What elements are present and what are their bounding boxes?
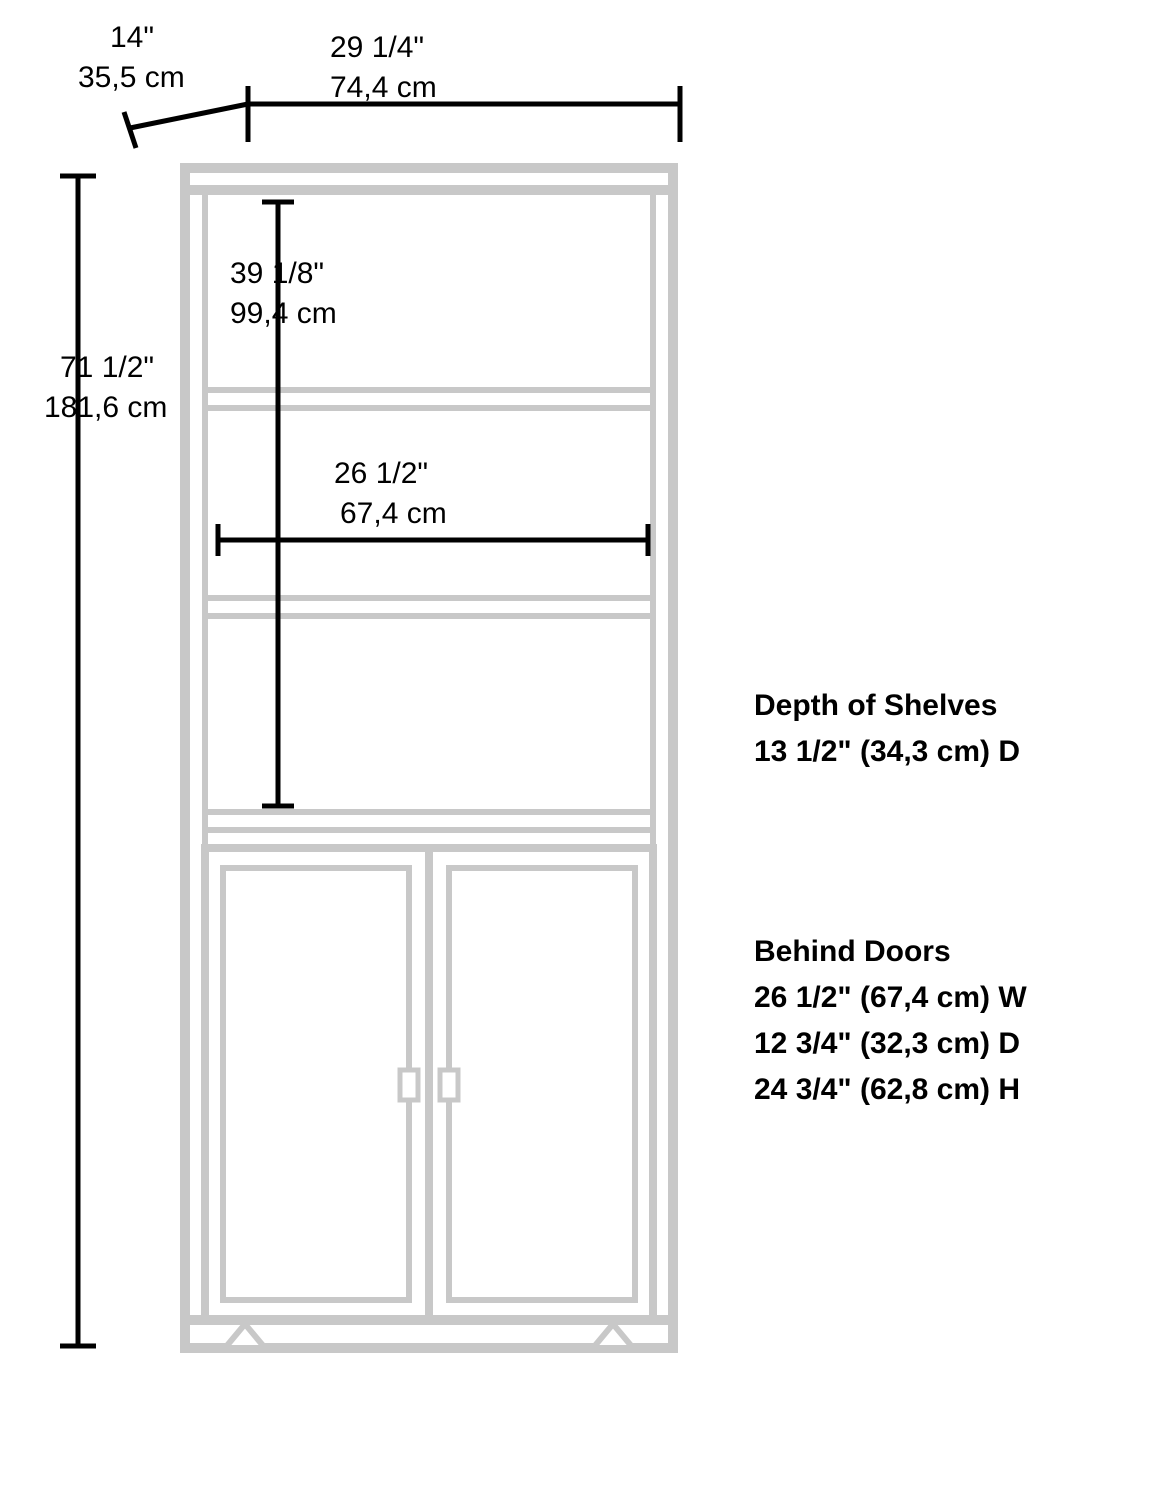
note-doors-d: 12 3/4" (32,3 cm) D	[754, 1024, 1020, 1065]
dim-inner-width-imperial: 26 1/2"	[334, 454, 428, 495]
dim-height-imperial: 71 1/2"	[60, 348, 154, 389]
dim-width-imperial: 29 1/4"	[330, 28, 424, 69]
diagram-stage: 14" 35,5 cm 29 1/4" 74,4 cm 71 1/2" 181,…	[0, 0, 1158, 1500]
note-shelves-title: Depth of Shelves	[754, 686, 997, 727]
dim-inner-height-metric: 99,4 cm	[230, 294, 337, 335]
dim-width-metric: 74,4 cm	[330, 68, 437, 109]
bookcase	[185, 168, 673, 1348]
note-doors-title: Behind Doors	[754, 932, 951, 973]
dim-depth-metric: 35,5 cm	[78, 58, 185, 99]
note-shelves-line: 13 1/2" (34,3 cm) D	[754, 732, 1020, 773]
dim-inner-height-imperial: 39 1/8"	[230, 254, 324, 295]
dim-height-metric: 181,6 cm	[44, 388, 167, 429]
note-doors-w: 26 1/2" (67,4 cm) W	[754, 978, 1027, 1019]
dim-inner-width-metric: 67,4 cm	[340, 494, 447, 535]
dim-depth-imperial: 14"	[110, 18, 154, 59]
note-doors-h: 24 3/4" (62,8 cm) H	[754, 1070, 1020, 1111]
